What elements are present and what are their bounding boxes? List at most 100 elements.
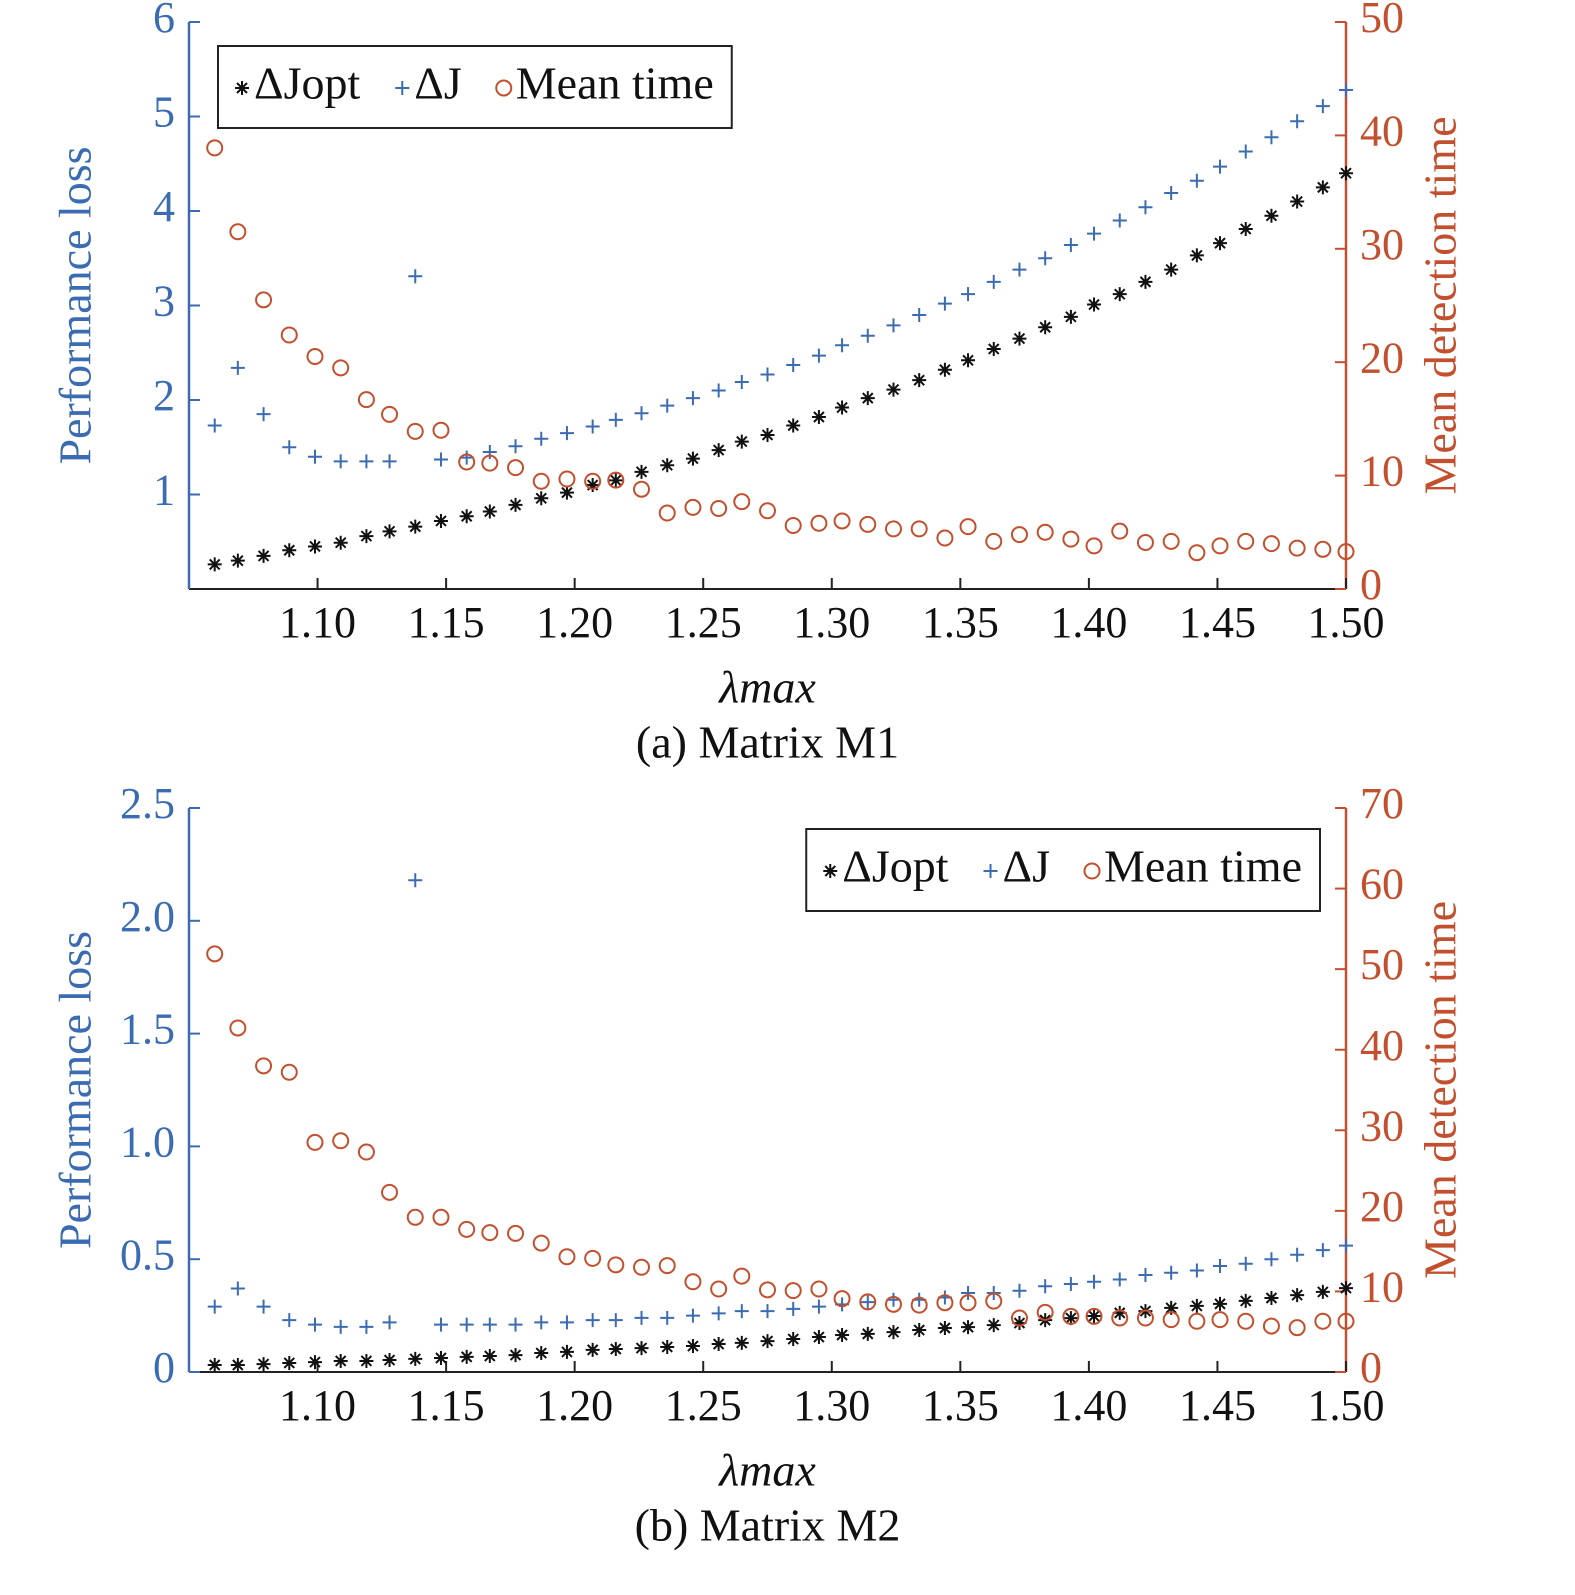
point xyxy=(481,1224,499,1242)
point xyxy=(1315,99,1330,114)
point xyxy=(833,512,851,530)
point xyxy=(959,1294,977,1312)
point xyxy=(1038,251,1053,266)
x-tick-label: 1.20 xyxy=(536,598,613,647)
point xyxy=(711,383,726,398)
y2-tick-label: 20 xyxy=(1360,333,1404,382)
point xyxy=(1012,331,1027,346)
point xyxy=(1010,526,1028,544)
point xyxy=(1314,540,1332,558)
point xyxy=(886,382,901,397)
point xyxy=(534,1346,549,1361)
point xyxy=(256,1357,271,1372)
point xyxy=(532,472,550,490)
point xyxy=(786,1332,801,1347)
point xyxy=(207,557,222,572)
point xyxy=(734,375,749,390)
point xyxy=(1112,1305,1127,1320)
point xyxy=(229,223,247,241)
point xyxy=(886,1292,901,1307)
point xyxy=(406,422,424,440)
point xyxy=(382,524,397,539)
point xyxy=(433,1317,448,1332)
y-tick-label: 1.0 xyxy=(120,1117,175,1166)
point xyxy=(207,1358,222,1373)
point xyxy=(685,1308,700,1323)
point xyxy=(936,529,954,547)
point xyxy=(1264,130,1279,145)
point xyxy=(607,471,625,489)
point xyxy=(1189,1298,1204,1313)
y-tick-label: 5 xyxy=(153,88,175,137)
point xyxy=(255,1057,273,1075)
point xyxy=(433,452,448,467)
y2-tick-label: 40 xyxy=(1360,1021,1404,1070)
y2-tick-label: 70 xyxy=(1360,779,1404,828)
y2-tick-label: 60 xyxy=(1360,860,1404,909)
point xyxy=(280,326,298,344)
point xyxy=(357,1143,375,1161)
point xyxy=(658,504,676,522)
point xyxy=(459,509,474,524)
point xyxy=(634,1310,649,1325)
y-tick-label: 6 xyxy=(153,0,175,42)
y-tick-label: 3 xyxy=(153,277,175,326)
x-tick-label: 1.10 xyxy=(279,1381,356,1430)
x-tick-label: 1.10 xyxy=(279,598,356,647)
y-tick-label: 0.5 xyxy=(120,1230,175,1279)
point xyxy=(811,348,826,363)
point xyxy=(685,451,700,466)
point xyxy=(811,1299,826,1314)
point xyxy=(585,419,600,434)
point xyxy=(585,1313,600,1328)
x-tick-label: 1.20 xyxy=(536,1381,613,1430)
point xyxy=(255,291,273,309)
point xyxy=(507,459,525,477)
point xyxy=(482,1348,497,1363)
point xyxy=(1211,1311,1229,1329)
point xyxy=(408,1351,423,1366)
y-tick-label: 1.5 xyxy=(120,1005,175,1054)
point xyxy=(1136,534,1154,552)
point xyxy=(306,348,324,366)
point xyxy=(482,444,497,459)
point xyxy=(811,410,826,425)
point xyxy=(282,543,297,558)
point xyxy=(1264,1252,1279,1267)
x-tick-label: 1.25 xyxy=(665,1381,742,1430)
point xyxy=(1063,1277,1078,1292)
point xyxy=(559,426,574,441)
x-axis-label: λmax xyxy=(717,1445,816,1496)
point xyxy=(1112,213,1127,228)
point xyxy=(1010,1309,1028,1327)
point xyxy=(1085,537,1103,555)
point xyxy=(912,307,927,322)
point xyxy=(760,427,775,442)
point xyxy=(207,1299,222,1314)
x-tick-label: 1.15 xyxy=(408,1381,485,1430)
point xyxy=(1087,297,1102,312)
point xyxy=(937,296,952,311)
point xyxy=(634,464,649,479)
point xyxy=(786,1301,801,1316)
point xyxy=(1012,1283,1027,1298)
point xyxy=(961,1286,976,1301)
point xyxy=(1290,194,1305,209)
x-tick-label: 1.50 xyxy=(1308,598,1385,647)
point xyxy=(860,1295,875,1310)
point xyxy=(559,1344,574,1359)
point xyxy=(1138,200,1153,215)
point xyxy=(584,472,602,490)
point xyxy=(382,454,397,469)
point xyxy=(760,367,775,382)
point xyxy=(660,458,675,473)
point xyxy=(206,139,224,157)
point xyxy=(733,493,751,511)
point xyxy=(810,514,828,532)
y2-tick-label: 30 xyxy=(1360,1101,1404,1150)
point xyxy=(1111,1309,1129,1327)
point xyxy=(1012,1316,1027,1331)
point xyxy=(961,353,976,368)
point xyxy=(1189,248,1204,263)
